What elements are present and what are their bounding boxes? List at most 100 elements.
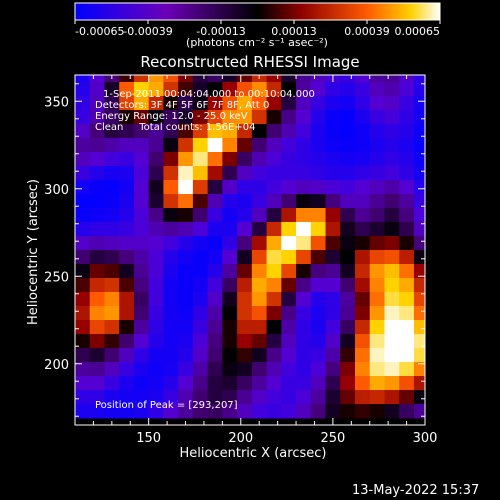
heatmap-cell: [251, 264, 268, 279]
heatmap-cell: [340, 278, 356, 293]
plot-title: Reconstructed RHESSI Image: [140, 53, 359, 71]
heatmap-cell: [266, 320, 282, 335]
heatmap-cell: [192, 138, 209, 153]
heatmap-cell: [325, 278, 341, 293]
heatmap-cell: [192, 236, 209, 251]
heatmap-cell: [251, 124, 268, 139]
heatmap: [75, 75, 425, 419]
heatmap-cell: [266, 180, 282, 195]
heatmap-cell: [325, 152, 341, 167]
heatmap-cell: [340, 264, 356, 279]
colorbar-tick-label: 0.00065: [395, 25, 441, 38]
heatmap-cell: [296, 110, 312, 125]
heatmap-cell: [384, 194, 400, 209]
heatmap-cell: [281, 362, 297, 377]
heatmap-cell: [355, 306, 371, 321]
heatmap-cell: [75, 348, 91, 363]
heatmap-cell: [310, 362, 327, 377]
heatmap-cell: [222, 124, 238, 139]
heatmap-cell: [207, 278, 223, 293]
heatmap-cell: [384, 110, 400, 125]
heatmap-cell: [340, 75, 356, 83]
heatmap-cell: [163, 82, 179, 97]
heatmap-cell: [399, 180, 415, 195]
heatmap-cell: [222, 166, 238, 181]
heatmap-cell: [119, 236, 135, 251]
heatmap-cell: [251, 222, 268, 237]
heatmap-cell: [222, 194, 238, 209]
colorbar-gradient: [75, 3, 440, 20]
heatmap-cell: [325, 124, 341, 139]
heatmap-cell: [192, 306, 209, 321]
heatmap-cell: [119, 306, 135, 321]
heatmap-cell: [207, 75, 223, 83]
heatmap-cell: [325, 404, 341, 419]
heatmap-cell: [251, 194, 268, 209]
heatmap-cell: [75, 75, 91, 83]
heatmap-cell: [237, 110, 253, 125]
heatmap-cell: [281, 194, 297, 209]
heatmap-cell: [413, 250, 425, 265]
heatmap-cell: [296, 362, 312, 377]
heatmap-cell: [222, 96, 238, 111]
heatmap-cell: [104, 404, 120, 419]
heatmap-cell: [266, 82, 282, 97]
heatmap-cell: [399, 390, 415, 405]
heatmap-cell: [119, 278, 135, 293]
heatmap-cell: [266, 138, 282, 153]
heatmap-cell: [413, 194, 425, 209]
heatmap-cell: [89, 404, 105, 419]
heatmap-cell: [119, 75, 135, 83]
heatmap-cell: [89, 152, 105, 167]
heatmap-cell: [75, 236, 91, 251]
heatmap-cell: [325, 250, 341, 265]
heatmap-cell: [192, 362, 209, 377]
heatmap-cell: [340, 180, 356, 195]
heatmap-cell: [399, 348, 415, 363]
heatmap-cell: [325, 320, 341, 335]
heatmap-cell: [207, 96, 223, 111]
heatmap-cell: [192, 376, 209, 391]
heatmap-cell: [163, 222, 179, 237]
heatmap-cell: [222, 390, 238, 405]
heatmap-cell: [75, 278, 91, 293]
heatmap-cell: [310, 82, 327, 97]
heatmap-cell: [340, 110, 356, 125]
heatmap-cell: [310, 278, 327, 293]
heatmap-cell: [369, 264, 385, 279]
heatmap-cell: [310, 320, 327, 335]
heatmap-cell: [192, 166, 209, 181]
heatmap-cell: [178, 404, 194, 419]
heatmap-cell: [251, 180, 268, 195]
heatmap-cell: [178, 222, 194, 237]
heatmap-cell: [281, 278, 297, 293]
heatmap-cell: [148, 362, 164, 377]
detectors-text: Detectors: 3F 4F 5F 6F 7F 8F, Att 0: [95, 100, 269, 111]
heatmap-cell: [119, 264, 135, 279]
heatmap-cell: [384, 152, 400, 167]
heatmap-cell: [399, 82, 415, 97]
heatmap-cell: [119, 82, 135, 97]
heatmap-cell: [399, 292, 415, 307]
heatmap-cell: [237, 138, 253, 153]
heatmap-cell: [89, 306, 105, 321]
heatmap-cell: [325, 194, 341, 209]
heatmap-cell: [75, 96, 91, 111]
heatmap-cell: [413, 264, 425, 279]
heatmap-cell: [207, 236, 223, 251]
heatmap-cell: [281, 166, 297, 181]
heatmap-cell: [281, 306, 297, 321]
heatmap-cell: [266, 334, 282, 349]
heatmap-cell: [75, 404, 91, 419]
heatmap-cell: [163, 166, 179, 181]
heatmap-cell: [192, 96, 209, 111]
heatmap-cell: [355, 124, 371, 139]
heatmap-cell: [310, 124, 327, 139]
heatmap-cell: [207, 306, 223, 321]
heatmap-cell: [148, 110, 164, 125]
heatmap-cell: [325, 208, 341, 223]
heatmap-cell: [237, 75, 253, 83]
heatmap-cell: [384, 124, 400, 139]
x-tick-label: 200: [228, 431, 253, 446]
heatmap-cell: [119, 222, 135, 237]
